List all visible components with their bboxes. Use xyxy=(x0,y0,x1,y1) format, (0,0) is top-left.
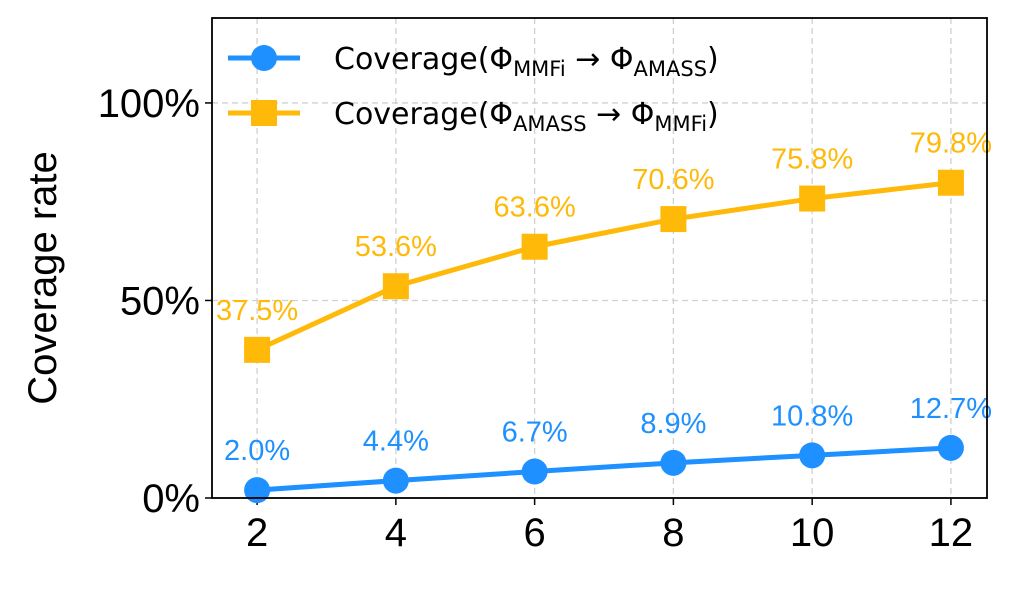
data-label: 63.6% xyxy=(494,192,576,224)
series-1: 2.0% 4.4% 6.7% 8.9% 10.8% 12.7% xyxy=(224,393,992,504)
y-axis-label: Coverage rate xyxy=(21,151,65,404)
legend-marker-circle xyxy=(251,45,277,71)
x-tick-label: 6 xyxy=(524,511,546,555)
series-line xyxy=(256,445,952,493)
x-tick-label: 10 xyxy=(790,511,835,555)
data-point xyxy=(799,185,826,212)
legend-marker-square xyxy=(251,100,277,126)
data-point xyxy=(660,206,687,233)
plot-frame xyxy=(211,17,988,499)
data-point xyxy=(521,458,548,485)
data-label: 2.0% xyxy=(224,435,290,467)
data-label: 70.6% xyxy=(632,164,714,196)
data-point xyxy=(799,442,826,469)
x-tick-label: 8 xyxy=(662,511,684,555)
data-point xyxy=(244,477,271,504)
data-label: 79.8% xyxy=(910,128,992,160)
data-point xyxy=(382,273,409,300)
x-tick-label: 4 xyxy=(385,511,407,555)
y-tick-label: 100% xyxy=(98,82,200,126)
data-point xyxy=(382,467,409,494)
data-point xyxy=(521,233,548,260)
legend: Coverage(ΦMMFi → ΦAMASS) Coverage(ΦAMASS … xyxy=(228,42,719,136)
y-tick-label: 0% xyxy=(142,477,200,521)
data-label: 6.7% xyxy=(502,417,568,449)
data-label: 4.4% xyxy=(363,426,429,458)
data-point xyxy=(937,169,964,196)
data-label: 8.9% xyxy=(640,408,706,440)
x-tick-label: 2 xyxy=(246,511,268,555)
data-label: 37.5% xyxy=(216,295,298,327)
y-tick-label: 50% xyxy=(120,279,200,323)
data-point xyxy=(660,449,687,476)
legend-label: Coverage(ΦMMFi → ΦAMASS) xyxy=(334,42,719,81)
series-line xyxy=(256,180,952,353)
data-point xyxy=(937,434,964,461)
data-label: 75.8% xyxy=(771,144,853,176)
data-point xyxy=(244,336,271,363)
data-label: 10.8% xyxy=(771,400,853,432)
data-label: 53.6% xyxy=(355,231,437,263)
data-label: 12.7% xyxy=(910,393,992,425)
x-tick-label: 12 xyxy=(929,511,974,555)
series-2: 37.5% 53.6% 63.6% 70.6% 75.8% 79.8% xyxy=(216,128,992,363)
legend-label: Coverage(ΦAMASS → ΦMMFi) xyxy=(334,97,719,136)
